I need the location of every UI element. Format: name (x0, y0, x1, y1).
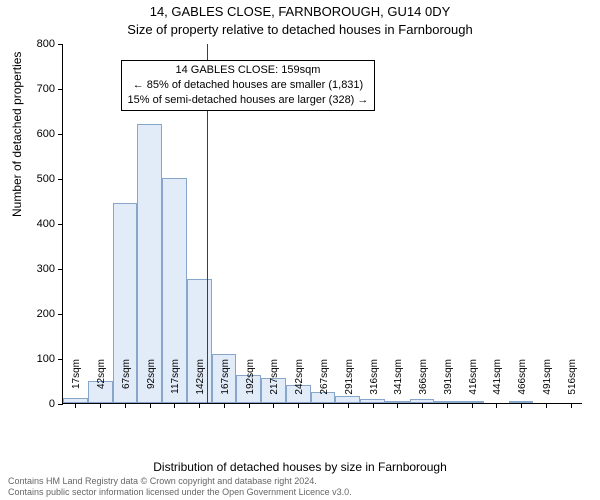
x-tick: 167sqm (220, 359, 231, 409)
annotation-box: 14 GABLES CLOSE: 159sqm← 85% of detached… (121, 60, 376, 111)
x-tick: 192sqm (245, 359, 256, 409)
x-tick: 291sqm (344, 359, 355, 409)
chart-title-desc: Size of property relative to detached ho… (0, 22, 600, 37)
x-tick: 516sqm (567, 359, 578, 409)
annotation-line: 15% of semi-detached houses are larger (… (128, 93, 369, 108)
x-tick: 491sqm (542, 359, 553, 409)
x-tick: 142sqm (195, 359, 206, 409)
y-tick: 500 (37, 173, 63, 185)
y-tick: 400 (37, 218, 63, 230)
footer-line-2: Contains public sector information licen… (8, 487, 352, 498)
y-tick: 600 (37, 128, 63, 140)
x-tick: 416sqm (468, 359, 479, 409)
x-tick: 391sqm (443, 359, 454, 409)
x-tick: 267sqm (319, 359, 330, 409)
x-tick: 217sqm (269, 359, 280, 409)
y-tick: 200 (37, 308, 63, 320)
x-tick: 341sqm (393, 359, 404, 409)
property-size-chart: 14, GABLES CLOSE, FARNBOROUGH, GU14 0DY … (0, 0, 600, 500)
x-axis-label: Distribution of detached houses by size … (0, 460, 600, 474)
x-tick: 466sqm (517, 359, 528, 409)
x-tick: 42sqm (96, 359, 107, 409)
attribution-footer: Contains HM Land Registry data © Crown c… (8, 476, 352, 498)
x-tick: 92sqm (146, 359, 157, 409)
annotation-line: ← 85% of detached houses are smaller (1,… (128, 78, 369, 93)
y-axis-label: Number of detached properties (10, 52, 24, 217)
footer-line-1: Contains HM Land Registry data © Crown c… (8, 476, 352, 487)
annotation-line: 14 GABLES CLOSE: 159sqm (128, 63, 369, 78)
y-tick: 800 (37, 38, 63, 50)
y-tick: 0 (49, 398, 63, 410)
x-tick: 441sqm (492, 359, 503, 409)
y-tick: 100 (37, 353, 63, 365)
y-tick: 300 (37, 263, 63, 275)
x-tick: 316sqm (369, 359, 380, 409)
y-tick: 700 (37, 83, 63, 95)
x-tick: 242sqm (294, 359, 305, 409)
chart-title-address: 14, GABLES CLOSE, FARNBOROUGH, GU14 0DY (0, 4, 600, 19)
x-tick: 17sqm (71, 359, 82, 409)
x-tick: 117sqm (170, 359, 181, 409)
plot-area: 010020030040050060070080017sqm42sqm67sqm… (62, 44, 582, 404)
x-tick: 67sqm (121, 359, 132, 409)
x-tick: 366sqm (418, 359, 429, 409)
